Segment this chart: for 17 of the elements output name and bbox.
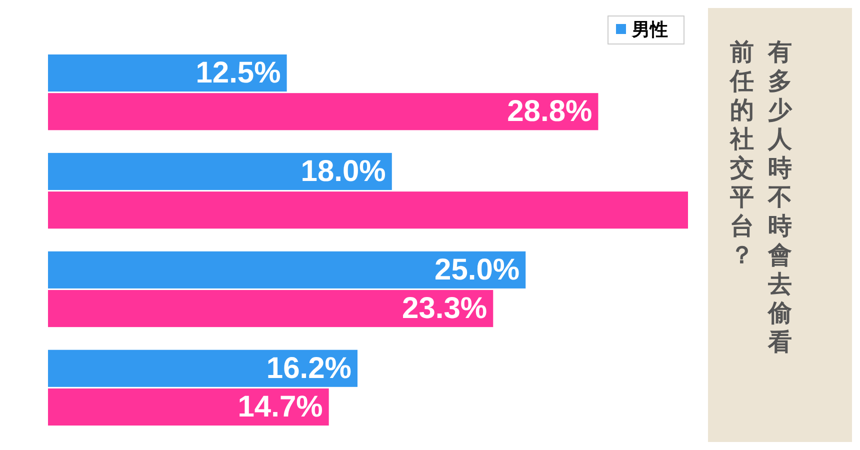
data-label: 25.0% <box>434 253 520 286</box>
bar <box>48 251 526 288</box>
bar <box>48 388 329 426</box>
bar <box>48 93 598 130</box>
legend-label: 男性 <box>631 20 668 40</box>
data-label: 16.2% <box>266 352 352 385</box>
data-label: 14.7% <box>238 390 323 424</box>
bar <box>48 192 688 229</box>
data-label: 18.0% <box>300 154 386 188</box>
data-label: 28.8% <box>507 95 592 128</box>
bar <box>48 290 494 328</box>
bar <box>48 54 287 92</box>
data-label: 23.3% <box>402 292 488 326</box>
bar <box>48 152 392 190</box>
chart-title: 有多少人時不時會去偷看前任的社交平台？ <box>730 38 792 356</box>
bar <box>48 350 358 387</box>
data-label: 12.5% <box>196 56 281 90</box>
